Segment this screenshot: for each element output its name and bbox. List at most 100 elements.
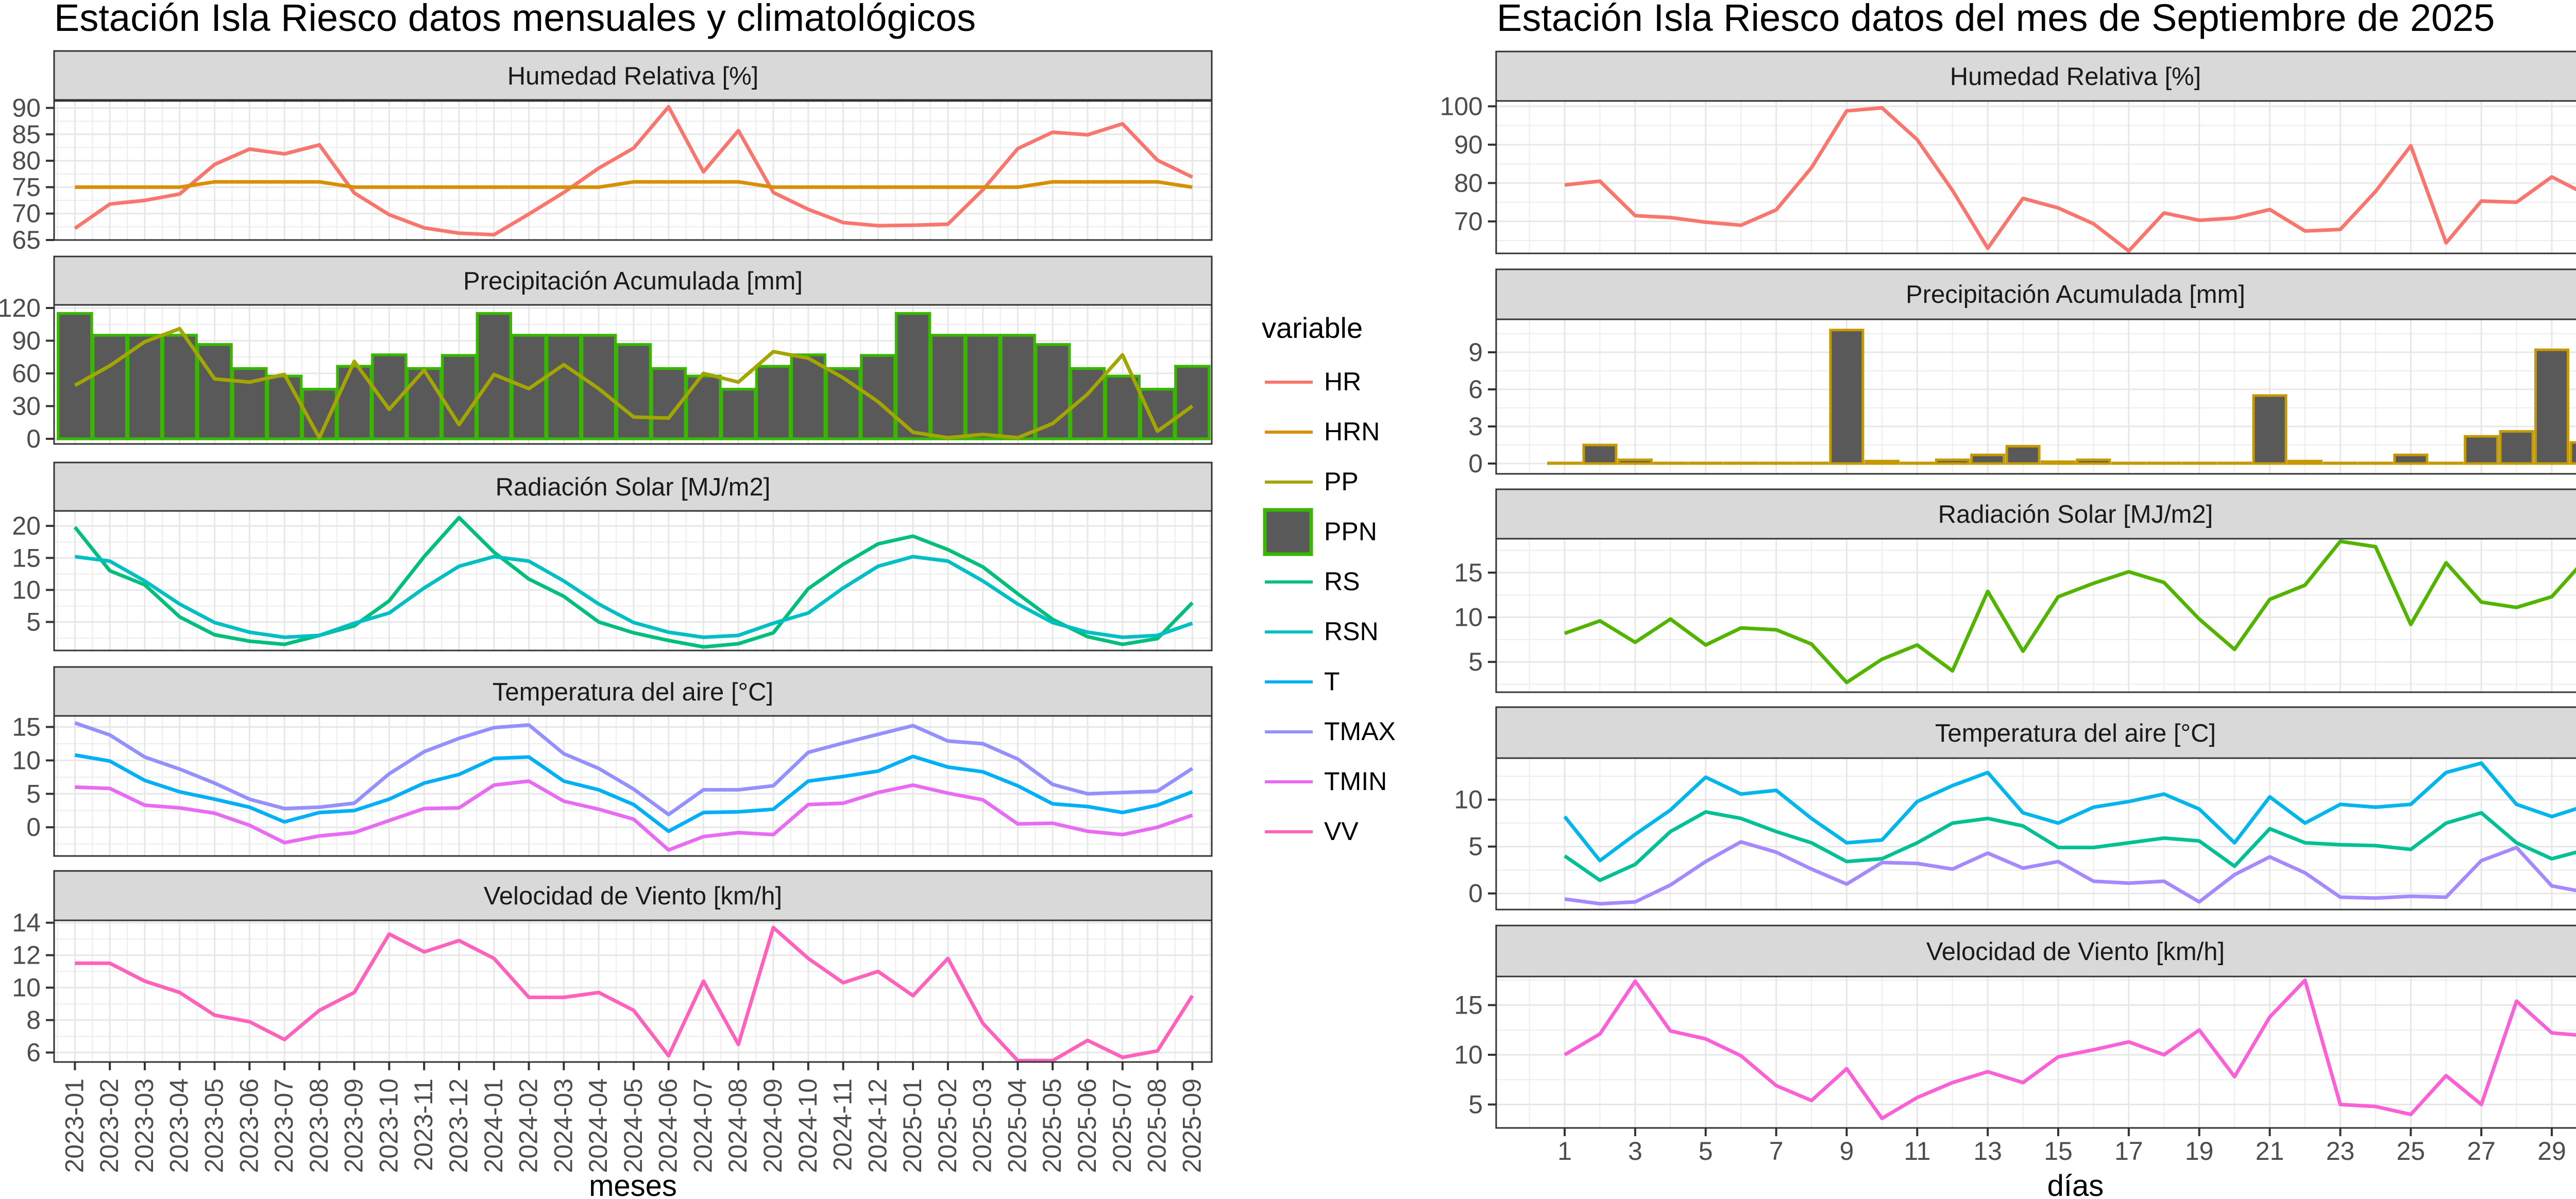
svg-text:2024-11: 2024-11: [828, 1078, 857, 1171]
svg-text:10: 10: [12, 746, 41, 775]
svg-text:60: 60: [12, 359, 41, 388]
svg-text:90: 90: [1454, 130, 1483, 159]
svg-text:TMIN: TMIN: [1324, 767, 1387, 796]
svg-text:RS: RS: [1324, 567, 1360, 596]
svg-text:T: T: [1324, 667, 1340, 696]
svg-text:15: 15: [2044, 1137, 2073, 1166]
svg-text:RSN: RSN: [1324, 617, 1379, 646]
svg-text:Humedad Relativa [%]: Humedad Relativa [%]: [1950, 63, 2201, 91]
svg-text:5: 5: [26, 608, 41, 637]
svg-text:23: 23: [2326, 1137, 2355, 1166]
svg-text:2025-08: 2025-08: [1143, 1078, 1172, 1173]
svg-text:Estación Isla Riesco datos men: Estación Isla Riesco datos mensuales y c…: [54, 0, 976, 39]
svg-text:meses: meses: [589, 1169, 677, 1199]
svg-text:10: 10: [1454, 603, 1483, 632]
svg-text:21: 21: [2256, 1137, 2284, 1166]
svg-text:2024-03: 2024-03: [549, 1078, 578, 1173]
svg-text:9: 9: [1468, 338, 1483, 367]
svg-text:20: 20: [12, 511, 41, 540]
svg-text:días: días: [2047, 1169, 2104, 1199]
svg-text:Precipitación Acumulada [mm]: Precipitación Acumulada [mm]: [1906, 281, 2245, 309]
svg-text:1: 1: [1557, 1137, 1572, 1166]
svg-text:90: 90: [12, 327, 41, 355]
svg-text:Temperatura del aire [°C]: Temperatura del aire [°C]: [1935, 720, 2216, 747]
svg-text:2025-04: 2025-04: [1003, 1078, 1032, 1173]
svg-text:80: 80: [12, 146, 41, 175]
svg-text:0: 0: [1468, 449, 1483, 478]
svg-text:15: 15: [12, 713, 41, 742]
svg-text:2024-09: 2024-09: [758, 1078, 787, 1173]
svg-text:2023-12: 2023-12: [444, 1078, 473, 1173]
svg-text:Temperatura del aire [°C]: Temperatura del aire [°C]: [493, 678, 773, 706]
svg-text:13: 13: [1973, 1137, 2002, 1166]
svg-text:2023-09: 2023-09: [340, 1078, 368, 1173]
svg-text:2024-08: 2024-08: [723, 1078, 752, 1173]
svg-text:2023-06: 2023-06: [234, 1078, 263, 1173]
svg-text:2025-02: 2025-02: [933, 1078, 962, 1173]
svg-text:5: 5: [1699, 1137, 1713, 1166]
svg-text:Radiación Solar [MJ/m2]: Radiación Solar [MJ/m2]: [1938, 501, 2213, 528]
svg-text:10: 10: [12, 575, 41, 604]
svg-text:120: 120: [0, 294, 41, 322]
svg-text:2024-12: 2024-12: [863, 1078, 892, 1173]
svg-text:0: 0: [26, 813, 41, 842]
svg-text:Velocidad de Viento [km/h]: Velocidad de Viento [km/h]: [484, 882, 782, 910]
svg-text:Radiación Solar [MJ/m2]: Radiación Solar [MJ/m2]: [496, 473, 771, 501]
svg-text:27: 27: [2467, 1137, 2496, 1166]
svg-text:Precipitación Acumulada [mm]: Precipitación Acumulada [mm]: [463, 267, 803, 295]
svg-text:2024-05: 2024-05: [619, 1078, 648, 1173]
svg-text:2025-05: 2025-05: [1038, 1078, 1066, 1173]
svg-text:2025-03: 2025-03: [968, 1078, 997, 1173]
svg-text:15: 15: [12, 543, 41, 572]
svg-text:2025-07: 2025-07: [1108, 1078, 1137, 1173]
svg-text:8: 8: [26, 1006, 41, 1035]
svg-text:Velocidad de Viento [km/h]: Velocidad de Viento [km/h]: [1926, 938, 2225, 966]
svg-text:2023-05: 2023-05: [200, 1078, 229, 1173]
svg-text:VV: VV: [1324, 817, 1359, 846]
svg-text:variable: variable: [1262, 312, 1363, 344]
svg-text:29: 29: [2537, 1137, 2566, 1166]
svg-text:11: 11: [1904, 1137, 1930, 1166]
svg-text:2024-02: 2024-02: [514, 1078, 543, 1173]
svg-text:HR: HR: [1324, 367, 1361, 396]
svg-text:0: 0: [1468, 879, 1483, 908]
svg-text:100: 100: [1440, 92, 1483, 121]
svg-text:2023-02: 2023-02: [95, 1078, 124, 1173]
svg-text:HRN: HRN: [1324, 417, 1380, 446]
svg-text:10: 10: [1454, 785, 1483, 814]
svg-text:2025-09: 2025-09: [1177, 1078, 1206, 1173]
svg-text:PPN: PPN: [1324, 517, 1377, 546]
svg-text:90: 90: [12, 94, 41, 123]
svg-text:2024-10: 2024-10: [793, 1078, 822, 1173]
svg-text:7: 7: [1769, 1137, 1784, 1166]
svg-text:10: 10: [12, 973, 41, 1002]
svg-text:2023-08: 2023-08: [304, 1078, 333, 1173]
svg-text:5: 5: [1468, 1090, 1483, 1119]
svg-text:2023-04: 2023-04: [165, 1078, 194, 1173]
svg-text:3: 3: [1468, 412, 1483, 441]
svg-text:2023-11: 2023-11: [409, 1078, 438, 1171]
svg-text:5: 5: [26, 779, 41, 808]
svg-text:6: 6: [26, 1038, 41, 1067]
svg-text:TMAX: TMAX: [1324, 717, 1396, 746]
svg-text:2024-01: 2024-01: [479, 1078, 508, 1173]
svg-text:15: 15: [1454, 558, 1483, 587]
svg-text:2024-04: 2024-04: [584, 1078, 613, 1173]
svg-text:19: 19: [2185, 1137, 2214, 1166]
svg-text:25: 25: [2396, 1137, 2425, 1166]
svg-text:80: 80: [1454, 168, 1483, 197]
svg-text:2024-06: 2024-06: [654, 1078, 683, 1173]
svg-text:Humedad Relativa [%]: Humedad Relativa [%]: [507, 62, 759, 90]
svg-text:70: 70: [1454, 207, 1483, 236]
svg-text:2023-10: 2023-10: [374, 1078, 403, 1173]
svg-text:6: 6: [1468, 375, 1483, 404]
svg-text:2025-06: 2025-06: [1073, 1078, 1101, 1173]
svg-text:65: 65: [12, 226, 41, 254]
svg-text:70: 70: [12, 199, 41, 228]
svg-text:10: 10: [1454, 1040, 1483, 1069]
svg-text:17: 17: [2114, 1137, 2143, 1166]
svg-text:2025-01: 2025-01: [898, 1078, 927, 1173]
svg-text:75: 75: [12, 173, 41, 201]
svg-text:30: 30: [12, 392, 41, 421]
svg-text:2023-03: 2023-03: [130, 1078, 159, 1173]
